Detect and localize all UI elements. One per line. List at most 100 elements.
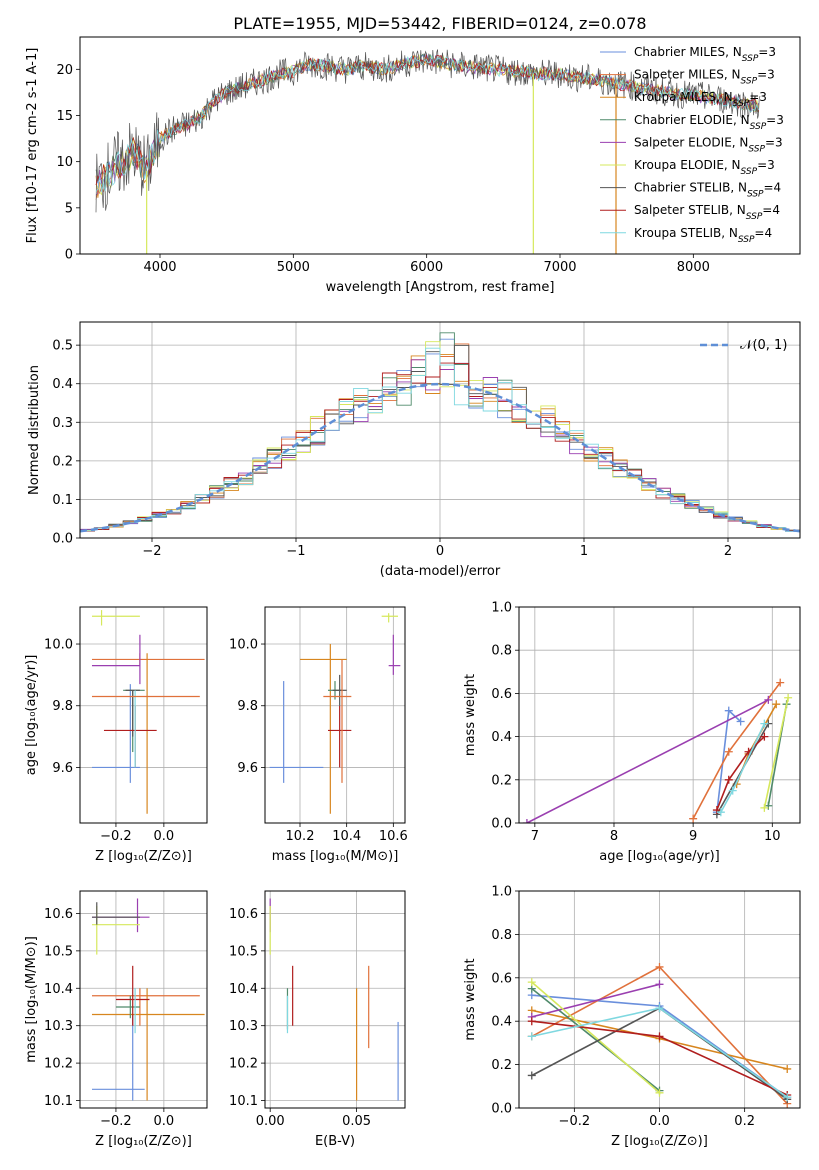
chart-age-vs-Z: −0.2 0.0 9.6 9.8 10.0 Z [log₁₀(Z/Z⊙)] age [log…: [24, 606, 208, 864]
y-tick-label: 10.6: [229, 907, 258, 922]
x-axis-label: age [log₁₀(age/yr)]: [599, 849, 720, 864]
y-tick-label: 10.6: [44, 907, 73, 922]
y-tick-label: 0: [65, 248, 73, 263]
series-line: [716, 736, 765, 811]
y-tick-label: 9.8: [237, 699, 258, 714]
plot-area: [95, 49, 761, 254]
y-tick-label: 9.6: [52, 761, 73, 776]
histogram-step: [80, 362, 800, 532]
legend-entry: Salpeter MILES, NSSP=3: [634, 68, 775, 87]
x-tick-label: 10.6: [379, 829, 408, 844]
y-tick-label: 5: [65, 201, 73, 216]
x-tick-label: −2: [142, 544, 161, 559]
x-axis-label: wavelength [Angstrom, rest frame]: [326, 280, 555, 295]
plot-area: [269, 898, 399, 1101]
axes-frame: [79, 321, 801, 539]
data-point-marker: [783, 1093, 792, 1102]
x-tick-label: 5000: [277, 260, 310, 275]
x-tick-label: 2: [724, 544, 732, 559]
x-tick-label: 10: [764, 829, 781, 844]
data-point-marker: [655, 962, 664, 971]
data-point-marker: [728, 786, 737, 795]
x-tick-label: 8: [610, 829, 618, 844]
legend-entry: Kroupa STELIB, NSSP=4: [634, 226, 772, 245]
y-tick-label: 10.2: [44, 1057, 73, 1072]
chart-mass-vs-ebv: 0.00 0.05 10.1 10.2 10.3 10.4 10.5 10.6 E(B-V): [229, 890, 406, 1149]
x-axis-label: E(B-V): [315, 1134, 355, 1149]
data-point-marker: [724, 775, 733, 784]
x-tick-label: 8000: [677, 260, 710, 275]
data-point-marker: [784, 693, 793, 702]
y-tick-label: 0.5: [52, 339, 73, 354]
legend-entry: Chabrier ELODIE, NSSP=3: [634, 113, 784, 132]
x-tick-label: 0.0: [154, 1114, 175, 1129]
y-tick-label: 9.8: [52, 699, 73, 714]
y-tick-label: 10.5: [229, 944, 258, 959]
y-tick-label: 0.4: [491, 1015, 512, 1030]
axes-frame: [264, 606, 406, 824]
x-tick-label: 7: [531, 829, 539, 844]
x-tick-label: 6000: [410, 260, 443, 275]
x-tick-label: 0.05: [342, 1114, 371, 1129]
series-line: [531, 983, 660, 1018]
y-tick-label: 0.6: [491, 971, 512, 986]
axes-frame: [518, 890, 801, 1109]
histogram-step: [80, 347, 800, 532]
gaussian-curve: [80, 382, 800, 533]
data-point-marker: [655, 1032, 664, 1041]
data-point-marker: [760, 732, 769, 741]
y-tick-label: 0.0: [52, 532, 73, 547]
y-tick-label: 0.8: [491, 644, 512, 659]
plot-area: [522, 678, 793, 823]
x-tick-label: −1: [286, 544, 305, 559]
data-point-marker: [655, 1088, 664, 1097]
y-tick-label: 0.4: [52, 377, 73, 392]
y-tick-label: 15: [56, 109, 73, 124]
series-line: [531, 981, 661, 1094]
y-tick-label: 0.6: [491, 687, 512, 702]
y-tick-label: 10.5: [44, 944, 73, 959]
y-tick-label: 10.0: [229, 638, 258, 653]
x-axis-label: Z [log₁₀(Z/Z⊙)]: [95, 1134, 192, 1149]
y-axis-label: age [log₁₀(age/yr)]: [24, 655, 39, 776]
y-tick-label: 0.0: [491, 1102, 512, 1117]
axes-frame: [79, 606, 208, 824]
data-point-marker: [716, 808, 725, 817]
data-point-marker: [736, 717, 745, 726]
spectrum-series-line: [95, 53, 760, 179]
data-point-marker: [527, 1071, 536, 1080]
axes-frame: [518, 606, 801, 824]
y-tick-label: 1.0: [491, 601, 512, 616]
data-point-marker: [760, 719, 769, 728]
y-tick-label: 0.3: [52, 416, 73, 431]
y-tick-label: 0.4: [491, 730, 512, 745]
x-tick-label: 0: [436, 544, 444, 559]
x-tick-label: 9: [689, 829, 697, 844]
x-tick-label: −0.2: [559, 1114, 591, 1129]
x-axis-label: Z [log₁₀(Z/Z⊙)]: [611, 1134, 708, 1149]
figure-title: PLATE=1955, MJD=53442, FIBERID=0124, z=0…: [233, 14, 646, 33]
plot-area: [91, 898, 205, 1101]
y-tick-label: 10.2: [229, 1057, 258, 1072]
y-axis-label: mass [log₁₀(M/M⊙)]: [24, 936, 39, 1063]
y-tick-label: 10.4: [229, 982, 258, 997]
chart-residuals: −2 −1 0 1 2 0.0 0.1 0.2 0.3 0.4 0.5 (data-model)/er…: [27, 321, 801, 579]
y-tick-label: 0.0: [491, 817, 512, 832]
legend-entry: Salpeter ELODIE, NSSP=3: [634, 135, 783, 154]
x-tick-label: 10.4: [332, 829, 361, 844]
data-point-marker: [764, 695, 773, 704]
x-tick-label: 1: [580, 544, 588, 559]
y-tick-label: 10.0: [44, 638, 73, 653]
x-tick-label: 10.2: [286, 829, 315, 844]
data-point-marker: [689, 814, 698, 823]
y-axis-label: mass weight: [463, 674, 478, 756]
y-tick-label: 0.1: [52, 493, 73, 508]
axes-frame: [264, 890, 406, 1109]
legend-entry: 𝒩(0, 1): [740, 338, 787, 353]
data-point-marker: [522, 819, 531, 823]
y-axis-label: Flux [f10-17 erg cm-2 s-1 A-1]: [25, 48, 40, 244]
data-point-marker: [776, 678, 785, 687]
y-tick-label: 10.3: [229, 1019, 258, 1034]
x-axis-label: (data-model)/error: [380, 564, 501, 579]
